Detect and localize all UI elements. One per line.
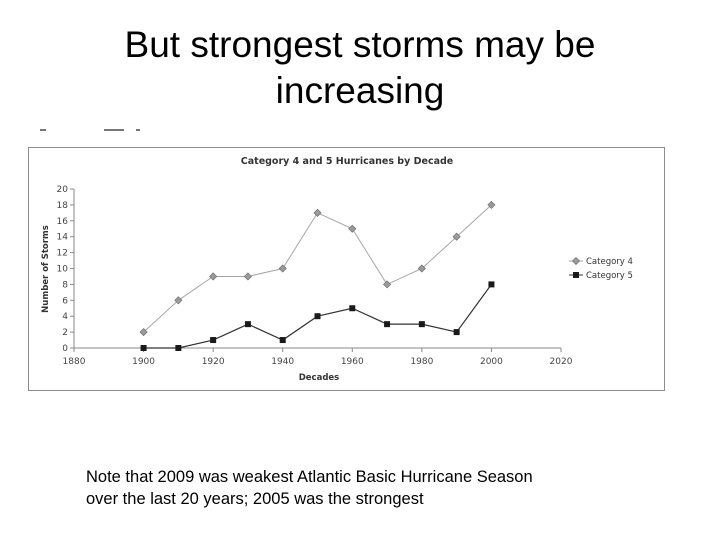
y-tick-label: 16 [57,217,69,227]
legend-marker-category-5 [573,272,579,278]
slide-title-line-1: But strongest storms may be [124,24,596,65]
x-tick-label: 2020 [550,357,573,367]
x-axis-label: Decades [299,373,340,383]
footnote-line-2: over the last 20 years; 2005 was the str… [86,490,424,508]
line-chart: Category 4 and 5 Hurricanes by Decade Nu… [41,156,633,383]
y-tick-label: 14 [57,233,69,243]
data-point-category-4 [174,296,183,305]
y-tick-label: 8 [62,280,68,290]
x-tick-label: 1980 [410,357,433,367]
series-line-category-4 [143,204,492,333]
data-point-category-5 [488,281,495,288]
y-tick-label: 2 [62,328,68,338]
scan-artifact [136,129,140,131]
scan-artifact [40,129,46,131]
data-point-category-5 [175,345,182,351]
legend-label-category-4: Category 4 [586,257,633,267]
legend-label-category-5: Category 5 [586,271,633,281]
y-tick-label: 18 [57,201,69,211]
x-tick-label: 2000 [480,357,503,367]
y-tick-label: 20 [57,185,69,195]
data-point-category-4 [243,272,252,281]
data-point-category-5 [314,313,321,320]
y-tick-label: 10 [57,265,69,275]
data-point-category-5 [453,329,460,336]
scan-artifact [104,129,124,131]
data-point-category-5 [418,321,425,328]
data-point-category-5 [140,345,147,351]
x-tick-label: 1900 [132,357,155,367]
legend-marker-category-4 [571,256,581,266]
footnote: Note that 2009 was weakest Atlantic Basi… [86,466,646,510]
x-tick-label: 1960 [341,357,364,367]
footnote-line-1: Note that 2009 was weakest Atlantic Basi… [86,468,533,486]
chart-title: Category 4 and 5 Hurricanes by Decade [241,156,453,167]
data-point-category-5 [210,337,217,344]
data-point-category-4 [487,200,496,209]
data-point-category-4 [278,264,287,273]
data-point-category-5 [244,321,251,328]
chart-frame: Category 4 and 5 Hurricanes by Decade Nu… [28,147,665,391]
x-tick-label: 1940 [271,357,294,367]
data-point-category-4 [383,280,392,289]
data-point-category-4 [417,264,426,273]
y-tick-label: 4 [62,312,68,322]
x-tick-label: 1880 [63,357,86,367]
data-point-category-4 [452,232,461,241]
x-tick-label: 1920 [202,357,225,367]
y-tick-label: 12 [57,249,68,259]
data-point-category-4 [313,208,322,217]
data-point-category-4 [209,272,218,281]
y-axis-label: Number of Storms [41,225,51,313]
data-point-category-4 [348,224,357,233]
data-point-category-5 [384,321,391,328]
slide-title-line-2: increasing [275,70,445,111]
y-tick-label: 6 [62,296,68,306]
slide-title: But strongest storms may be increasing [60,22,660,114]
data-point-category-5 [349,305,356,312]
y-tick-label: 0 [62,344,68,354]
data-point-category-5 [279,337,286,344]
data-point-category-4 [139,328,148,337]
